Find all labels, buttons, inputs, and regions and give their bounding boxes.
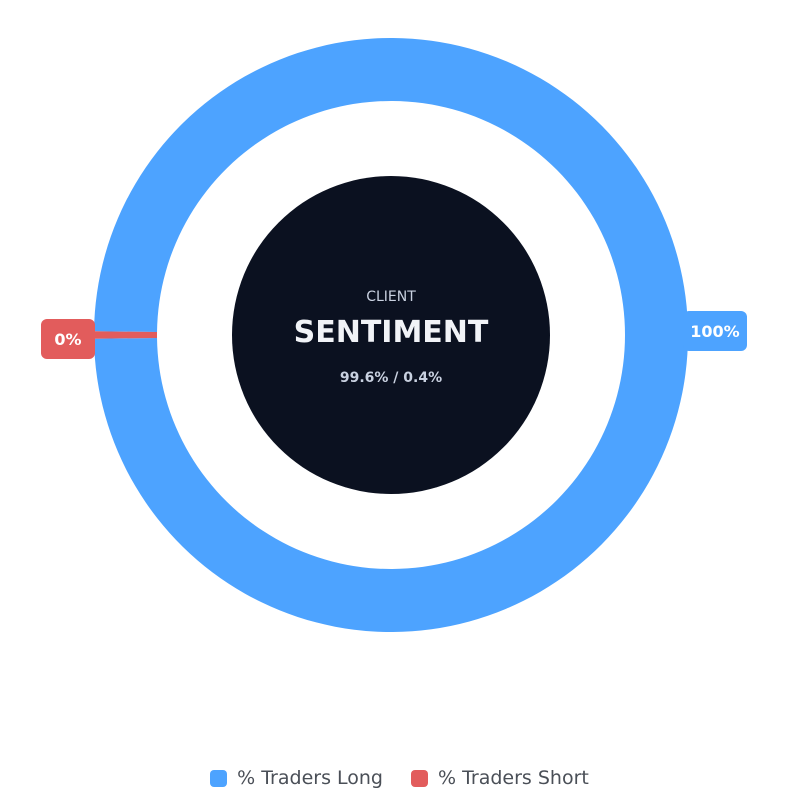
slice-label-text: 0% (54, 330, 81, 349)
center-subtitle: 99.6% / 0.4% (340, 370, 442, 386)
doughnut-slices (93, 38, 689, 632)
center-title: SENTIMENT (294, 315, 489, 350)
legend-swatch-long (210, 769, 228, 787)
legend-label-long: % Traders Long (237, 767, 383, 789)
legend-label-short: % Traders Short (437, 767, 589, 789)
slice-label-text: 100% (690, 322, 739, 341)
legend-swatch-short (410, 769, 428, 787)
legend-item-short[interactable]: % Traders Short (410, 767, 589, 789)
slice-label-long: 100% (683, 311, 747, 351)
center-disc (232, 176, 550, 494)
legend-item-long[interactable]: % Traders Long (210, 767, 383, 789)
slice-labels: 100% 0% (41, 311, 747, 359)
slice-label-short: 0% (41, 319, 95, 359)
legend: % Traders Long % Traders Short (0, 764, 799, 792)
slice-short[interactable] (93, 331, 158, 339)
center-overline: CLIENT (366, 289, 416, 305)
